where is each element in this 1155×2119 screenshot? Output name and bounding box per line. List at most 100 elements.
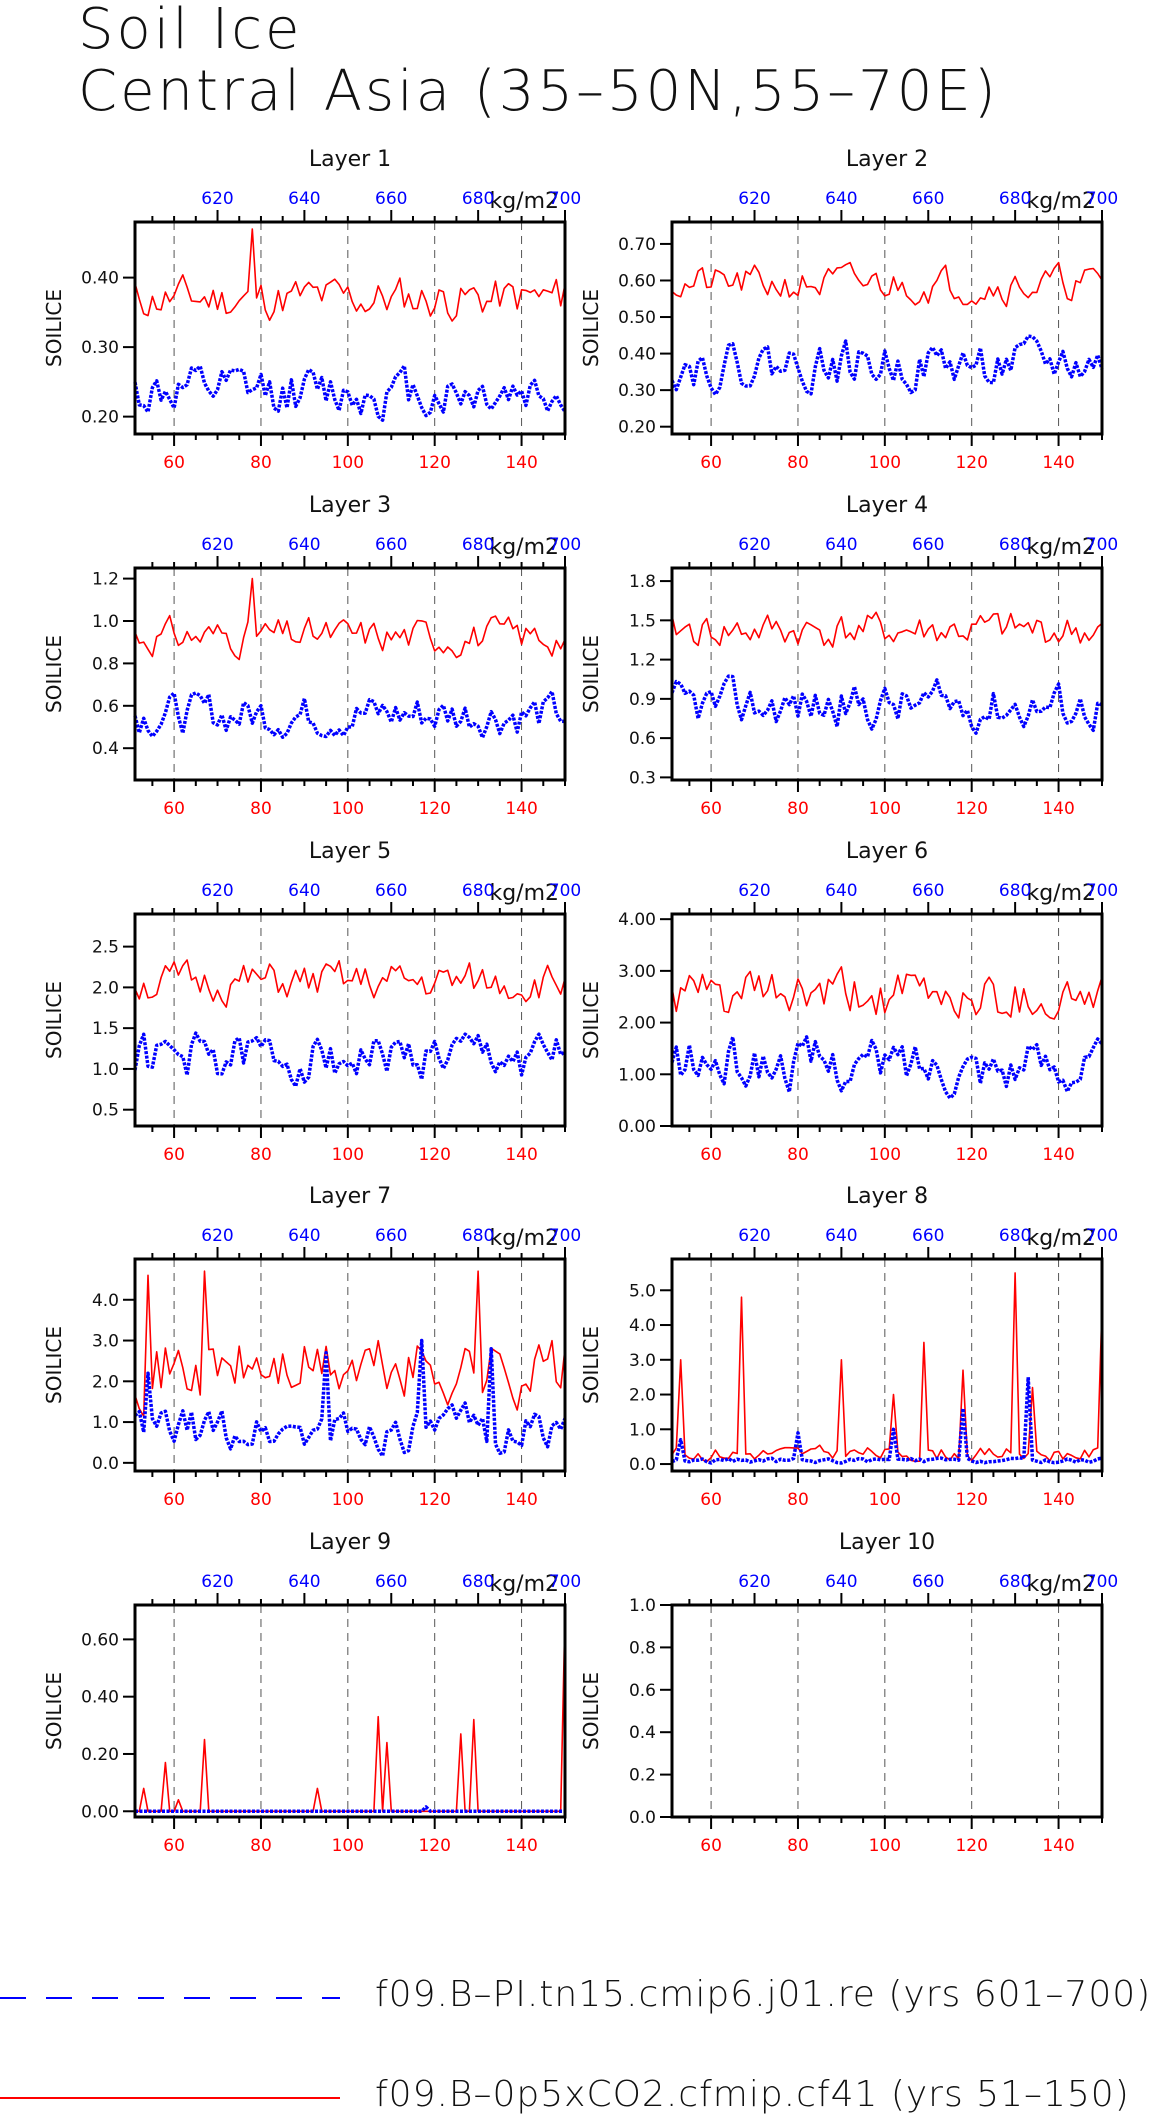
series-line-1 <box>134 1270 566 1417</box>
top-tick-label: 700 <box>549 881 581 901</box>
x-tick-label: 80 <box>250 1490 272 1510</box>
top-tick-label: 680 <box>999 1226 1031 1246</box>
chart-panel-2: Layer 2 kg/m2 SOILICE 60 80 100 120 140 620 640 66… <box>579 147 1118 473</box>
x-tick-label: 60 <box>700 1145 722 1165</box>
top-tick-label: 700 <box>1086 189 1118 209</box>
x-tick-label: 140 <box>505 453 537 473</box>
panel-title: Layer 5 <box>309 839 391 864</box>
y-axis-label: SOILICE <box>42 1672 66 1750</box>
x-tick-label: 120 <box>418 1145 450 1165</box>
plot-frame <box>670 912 1104 1128</box>
y-tick-label: 1.5 <box>629 611 656 631</box>
top-tick-label: 640 <box>825 1226 857 1246</box>
x-tick-label: 140 <box>1042 799 1074 819</box>
x-tick-label: 140 <box>505 799 537 819</box>
x-tick-label: 100 <box>332 799 364 819</box>
series-line-2 <box>135 1805 565 1814</box>
y-tick-label: 0.60 <box>618 271 656 291</box>
y-tick-label: 0.6 <box>92 697 119 717</box>
x-tick-label: 140 <box>505 1836 537 1856</box>
plot-frame <box>133 1603 567 1819</box>
plot-frame <box>133 1257 567 1473</box>
x-tick-label: 120 <box>955 1490 987 1510</box>
y-tick-label: 1.5 <box>92 1019 119 1039</box>
x-tick-label: 60 <box>700 799 722 819</box>
y-axis-label: SOILICE <box>42 635 66 713</box>
y-tick-label: 1.2 <box>629 651 656 671</box>
y-tick-label: 2.0 <box>92 978 119 998</box>
x-tick-label: 120 <box>955 1145 987 1165</box>
x-tick-label: 80 <box>787 1145 809 1165</box>
top-axis-label: kg/m2 <box>489 881 559 906</box>
x-tick-label: 120 <box>418 1490 450 1510</box>
x-tick-label: 140 <box>1042 453 1074 473</box>
x-tick-label: 140 <box>1042 1145 1074 1165</box>
x-tick-label: 100 <box>869 1145 901 1165</box>
top-tick-label: 660 <box>912 189 944 209</box>
y-tick-label: 0.9 <box>629 690 656 710</box>
x-tick-label: 120 <box>418 799 450 819</box>
series-line-2 <box>670 674 1103 735</box>
figure-title-line2: Central Asia (35–50N,55–70E) <box>78 59 999 124</box>
series-line-1 <box>134 577 566 661</box>
panel-title: Layer 7 <box>309 1184 391 1209</box>
plot-frame <box>133 566 567 782</box>
chart-panel-8: Layer 8 kg/m2 SOILICE 60 80 100 120 140 620 640 66… <box>579 1184 1118 1510</box>
x-tick-label: 140 <box>505 1490 537 1510</box>
y-tick-label: 0.00 <box>81 1802 119 1822</box>
y-tick-label: 4.00 <box>618 910 656 930</box>
x-tick-label: 60 <box>700 1490 722 1510</box>
y-tick-label: 0.70 <box>618 235 656 255</box>
top-tick-label: 640 <box>825 881 857 901</box>
top-tick-label: 640 <box>288 189 320 209</box>
chart-panel-7: Layer 7 kg/m2 SOILICE 60 80 100 120 140 620 640 66… <box>42 1184 581 1510</box>
series-line-1 <box>671 1272 1103 1463</box>
y-tick-label: 0.6 <box>629 729 656 749</box>
top-tick-label: 640 <box>288 1226 320 1246</box>
top-axis-label: kg/m2 <box>1026 189 1096 214</box>
top-tick-label: 620 <box>738 1572 770 1592</box>
top-tick-label: 620 <box>201 1572 233 1592</box>
top-tick-label: 700 <box>1086 1226 1118 1246</box>
y-tick-label: 0.8 <box>92 654 119 674</box>
top-tick-label: 620 <box>201 881 233 901</box>
plot-frame <box>670 566 1104 782</box>
series-line-2 <box>133 364 567 422</box>
chart-panel-9: Layer 9 kg/m2 SOILICE 60 80 100 120 140 620 640 66… <box>42 1530 581 1856</box>
top-tick-label: 680 <box>999 1572 1031 1592</box>
y-axis-label: SOILICE <box>42 289 66 367</box>
x-tick-label: 120 <box>955 799 987 819</box>
x-tick-label: 60 <box>163 1490 185 1510</box>
x-tick-label: 100 <box>332 1836 364 1856</box>
series-line-2 <box>670 334 1104 397</box>
top-axis-label: kg/m2 <box>489 535 559 560</box>
y-tick-label: 2.0 <box>629 1386 656 1406</box>
x-tick-label: 80 <box>250 1145 272 1165</box>
x-tick-label: 140 <box>1042 1836 1074 1856</box>
top-tick-label: 700 <box>549 535 581 555</box>
y-axis-label: SOILICE <box>42 1326 66 1404</box>
y-tick-label: 1.0 <box>629 1420 656 1440</box>
y-tick-label: 0.60 <box>81 1630 119 1650</box>
top-tick-label: 680 <box>999 881 1031 901</box>
top-tick-label: 700 <box>549 1226 581 1246</box>
y-tick-label: 0.0 <box>92 1454 119 1474</box>
top-tick-label: 620 <box>201 189 233 209</box>
y-tick-label: 0.0 <box>629 1455 656 1475</box>
y-axis-label: SOILICE <box>42 981 66 1059</box>
top-axis-label: kg/m2 <box>1026 881 1096 906</box>
y-tick-label: 0.40 <box>618 345 656 365</box>
x-tick-label: 80 <box>787 453 809 473</box>
y-tick-label: 1.0 <box>92 612 119 632</box>
chart-panel-10: Layer 10 kg/m2 SOILICE 60 80 100 120 140 620 640 6… <box>579 1530 1118 1856</box>
plot-frame <box>670 1257 1104 1473</box>
top-tick-label: 680 <box>462 189 494 209</box>
y-tick-label: 5.0 <box>629 1281 656 1301</box>
top-tick-label: 680 <box>999 535 1031 555</box>
y-tick-label: 0.4 <box>629 1723 656 1743</box>
y-tick-label: 0.20 <box>618 418 656 438</box>
y-tick-label: 3.0 <box>92 1332 119 1352</box>
y-tick-label: 0.30 <box>618 381 656 401</box>
series-line-1 <box>671 261 1103 308</box>
y-tick-label: 0.50 <box>618 308 656 328</box>
